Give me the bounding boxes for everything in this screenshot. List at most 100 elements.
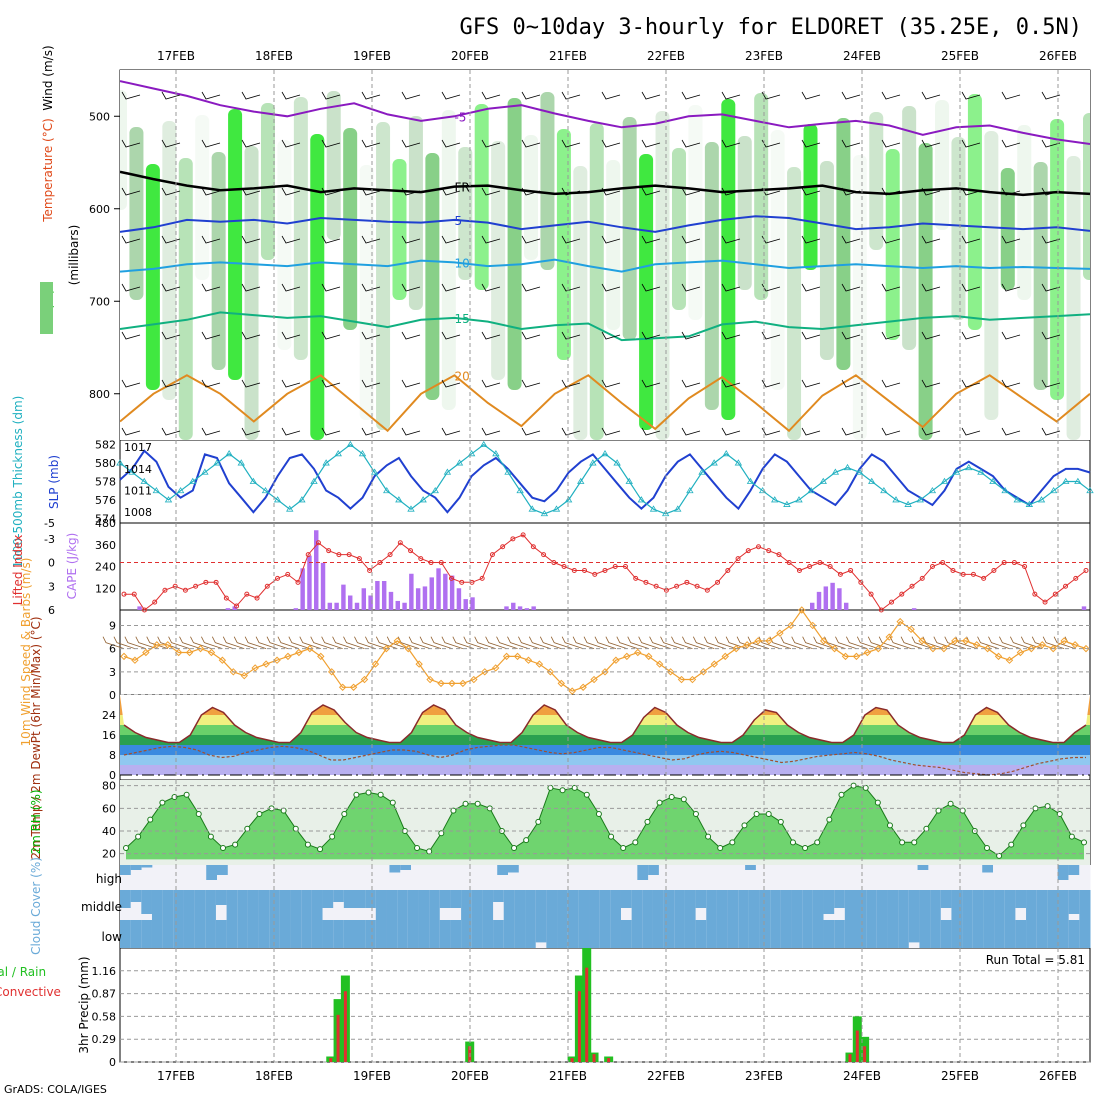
thickness-marker <box>322 459 330 466</box>
wind-barb <box>841 187 861 196</box>
y-tick-label: 700 <box>89 295 110 308</box>
wind-barb <box>157 636 179 650</box>
wind-barb <box>736 636 759 650</box>
wind-speed-marker <box>765 637 773 645</box>
y-tick-label-right: 240 <box>95 561 116 574</box>
wind-barb <box>824 636 846 650</box>
wind-barb <box>496 636 518 650</box>
wind-speed-marker <box>1038 641 1046 649</box>
rh-marker <box>244 825 251 832</box>
cloud-cell-bg <box>421 865 434 890</box>
cloud-cell-bg <box>712 865 725 890</box>
cape-bar <box>843 602 849 610</box>
wind-barb <box>649 636 671 650</box>
lifted-marker <box>796 567 802 573</box>
rh-contour-fill <box>918 143 933 440</box>
wind-barb <box>561 379 581 388</box>
wind-barb <box>721 379 741 388</box>
cloud-cell <box>982 865 994 873</box>
cloud-cell-bg <box>357 865 369 890</box>
wind-speed-marker <box>557 679 565 688</box>
rh-marker <box>317 846 324 853</box>
cloud-cell <box>1079 890 1091 920</box>
thickness-marker <box>492 450 500 457</box>
cloud-cell-bg <box>314 865 326 890</box>
rh-marker <box>923 825 930 832</box>
lifted-marker <box>1073 575 1079 581</box>
cloud-cell <box>535 920 547 943</box>
wind-speed-marker <box>885 633 893 641</box>
lifted-marker <box>479 575 485 581</box>
rh-contour-fill <box>343 128 358 330</box>
cloud-cell <box>120 920 132 948</box>
rh-marker <box>1068 833 1075 840</box>
rh-contour-fill <box>803 124 818 270</box>
cloud-cell-bg <box>863 865 875 890</box>
wind-barb <box>878 636 901 650</box>
wind-barb <box>361 187 381 196</box>
wind-barb <box>507 636 529 650</box>
rh-marker <box>1081 839 1087 846</box>
wind-barb <box>802 636 824 650</box>
wind-barb <box>521 283 541 292</box>
cloud-panel: high middle low Cloud Cover (%) <box>29 857 1091 955</box>
rh-marker <box>632 839 639 846</box>
wind-speed-marker <box>907 625 915 634</box>
cloud-cell <box>226 890 238 920</box>
cloud-cell <box>610 920 622 948</box>
cloud-cell <box>972 920 984 948</box>
lifted-marker <box>919 575 925 581</box>
lifted-marker <box>1083 567 1089 573</box>
rh-contour-fill <box>967 94 982 330</box>
cape-bar <box>341 584 346 610</box>
legend-convective: Convective <box>0 985 61 999</box>
thickness-marker <box>237 459 245 466</box>
cape-bar <box>361 588 367 610</box>
cape-bar <box>347 595 353 610</box>
wind-barb <box>601 235 621 244</box>
cloud-cell <box>770 890 782 920</box>
wind-barb <box>660 636 682 650</box>
rh-contour-fill <box>540 92 555 270</box>
cloud-cell <box>994 890 1006 920</box>
cloud-cell <box>589 920 601 948</box>
lifted-marker <box>1011 560 1017 566</box>
y-tick-label: 0.87 <box>92 988 117 1001</box>
legend-label: Temperature (°C) <box>41 118 55 223</box>
cloud-cell-bg <box>594 865 606 890</box>
wind-barb <box>354 636 376 650</box>
wind-barb <box>550 636 573 650</box>
thickness-marker <box>771 496 779 503</box>
cloud-cell-bg <box>152 865 164 890</box>
cloud-cell-bg <box>270 865 283 890</box>
wind-speed-marker <box>918 637 926 645</box>
wind-barb <box>761 427 781 436</box>
cloud-cell <box>578 890 590 920</box>
wind-barb <box>310 636 332 650</box>
cloud-cell-bg <box>464 865 477 890</box>
rh-contour-fill <box>277 140 292 350</box>
wind-barb <box>801 379 821 388</box>
thickness-marker <box>710 459 718 466</box>
wind-barb <box>961 91 981 100</box>
cloud-cell <box>450 890 462 908</box>
cloud-row-label: low <box>102 930 123 944</box>
wind-barb <box>161 379 181 388</box>
wind-barb <box>121 379 141 388</box>
cloud-cell-bg <box>324 865 337 890</box>
lifted-marker <box>336 552 342 558</box>
wind-barb <box>813 636 835 650</box>
cloud-cell <box>279 890 292 920</box>
lifted-marker <box>408 548 414 554</box>
lifted-marker <box>981 575 987 581</box>
rh-marker <box>680 796 687 803</box>
cloud-cell-bg <box>993 865 1005 890</box>
run-total-label: Run Total = 5.81 <box>986 953 1085 967</box>
cloud-cell <box>439 920 451 948</box>
wind-barb <box>921 187 941 196</box>
wind-speed-marker <box>666 668 675 676</box>
rh-contour-fill <box>1050 119 1065 400</box>
cloud-cell <box>599 920 611 948</box>
cloud-cell <box>151 920 164 948</box>
lifted-marker <box>704 587 710 593</box>
